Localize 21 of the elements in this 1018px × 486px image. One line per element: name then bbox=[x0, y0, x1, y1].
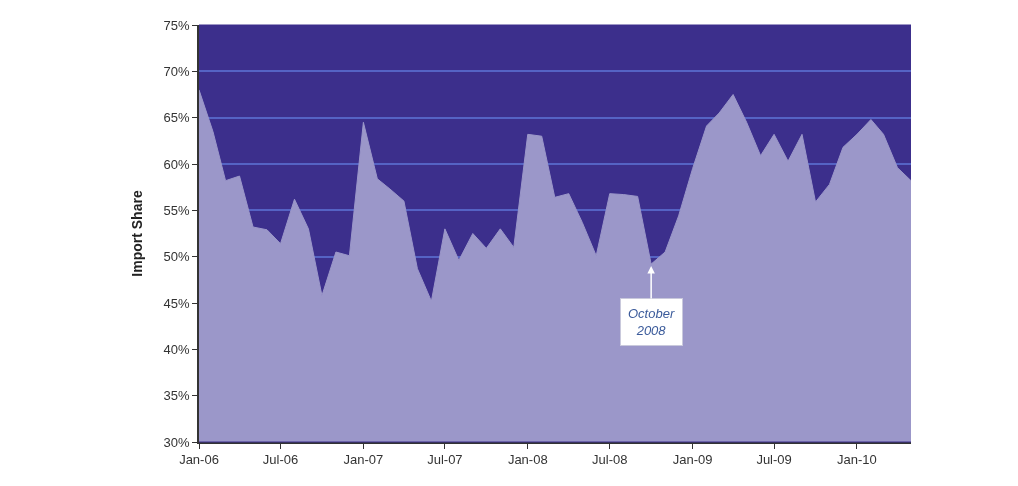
x-tick-label: Jan-09 bbox=[672, 452, 713, 468]
y-tick-label: 30% bbox=[163, 434, 191, 450]
x-tick-label: Jan-06 bbox=[179, 452, 219, 468]
y-axis-title: Import Share bbox=[128, 190, 145, 277]
x-tick-label: Jan-10 bbox=[837, 452, 877, 468]
y-tick-label: 60% bbox=[163, 156, 191, 172]
x-tick-label: Jul-09 bbox=[756, 452, 792, 468]
y-tick-label: 45% bbox=[163, 295, 191, 311]
y-tick-label: 50% bbox=[163, 249, 191, 265]
x-tick-label: Jul-07 bbox=[427, 452, 463, 468]
x-tick-label: Jan-08 bbox=[507, 452, 548, 468]
x-tick-label: Jul-08 bbox=[592, 452, 628, 468]
y-tick-label: 40% bbox=[163, 341, 191, 357]
x-tick-label: Jan-07 bbox=[343, 452, 384, 468]
y-tick-label: 75% bbox=[163, 17, 191, 33]
y-tick-label: 65% bbox=[163, 110, 191, 126]
x-tick-label: Jul-06 bbox=[262, 452, 299, 468]
y-tick-label: 35% bbox=[163, 388, 191, 404]
annotation: October 2008 bbox=[628, 306, 675, 338]
y-tick-label: 55% bbox=[163, 202, 191, 218]
y-tick-label: 70% bbox=[163, 63, 191, 79]
